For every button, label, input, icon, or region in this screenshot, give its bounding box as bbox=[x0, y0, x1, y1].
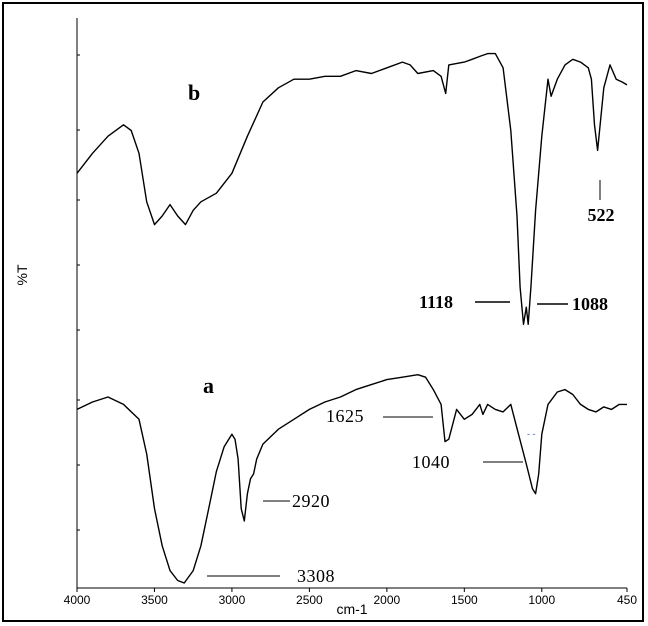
x-tick-label: 3000 bbox=[219, 593, 246, 607]
annotation-1625: 1625 bbox=[326, 406, 364, 426]
x-tick-label: 3500 bbox=[141, 593, 168, 607]
series-label-b: b bbox=[188, 80, 200, 105]
y-axis-title: %T bbox=[14, 264, 30, 285]
x-tick-label: 1000 bbox=[528, 593, 555, 607]
series-label-a: a bbox=[203, 373, 214, 398]
annotation-2920: 2920 bbox=[292, 491, 330, 511]
x-tick-label: 4000 bbox=[64, 593, 91, 607]
y-axis-ticks bbox=[77, 54, 80, 531]
series-layer bbox=[76, 52, 628, 584]
x-axis-title: cm-1 bbox=[336, 601, 367, 617]
blue-marker: - - bbox=[527, 429, 536, 439]
annotation-1088: 1088 bbox=[572, 294, 608, 314]
x-tick-label: 1500 bbox=[451, 593, 478, 607]
annotation-1040: 1040 bbox=[412, 452, 450, 472]
x-tick-label: 450 bbox=[617, 593, 637, 607]
annotation-522: 522 bbox=[588, 205, 615, 225]
series-line-a bbox=[76, 374, 627, 584]
x-tick-label: 2500 bbox=[296, 593, 323, 607]
x-tick-label: 2000 bbox=[374, 593, 401, 607]
annotation-3308: 3308 bbox=[297, 566, 335, 586]
x-axis-ticks: 4000 3500 3000 2500 2000 1500 1000 450 bbox=[64, 588, 637, 607]
annotation-1118: 1118 bbox=[419, 292, 453, 312]
series-line-b bbox=[76, 52, 628, 325]
